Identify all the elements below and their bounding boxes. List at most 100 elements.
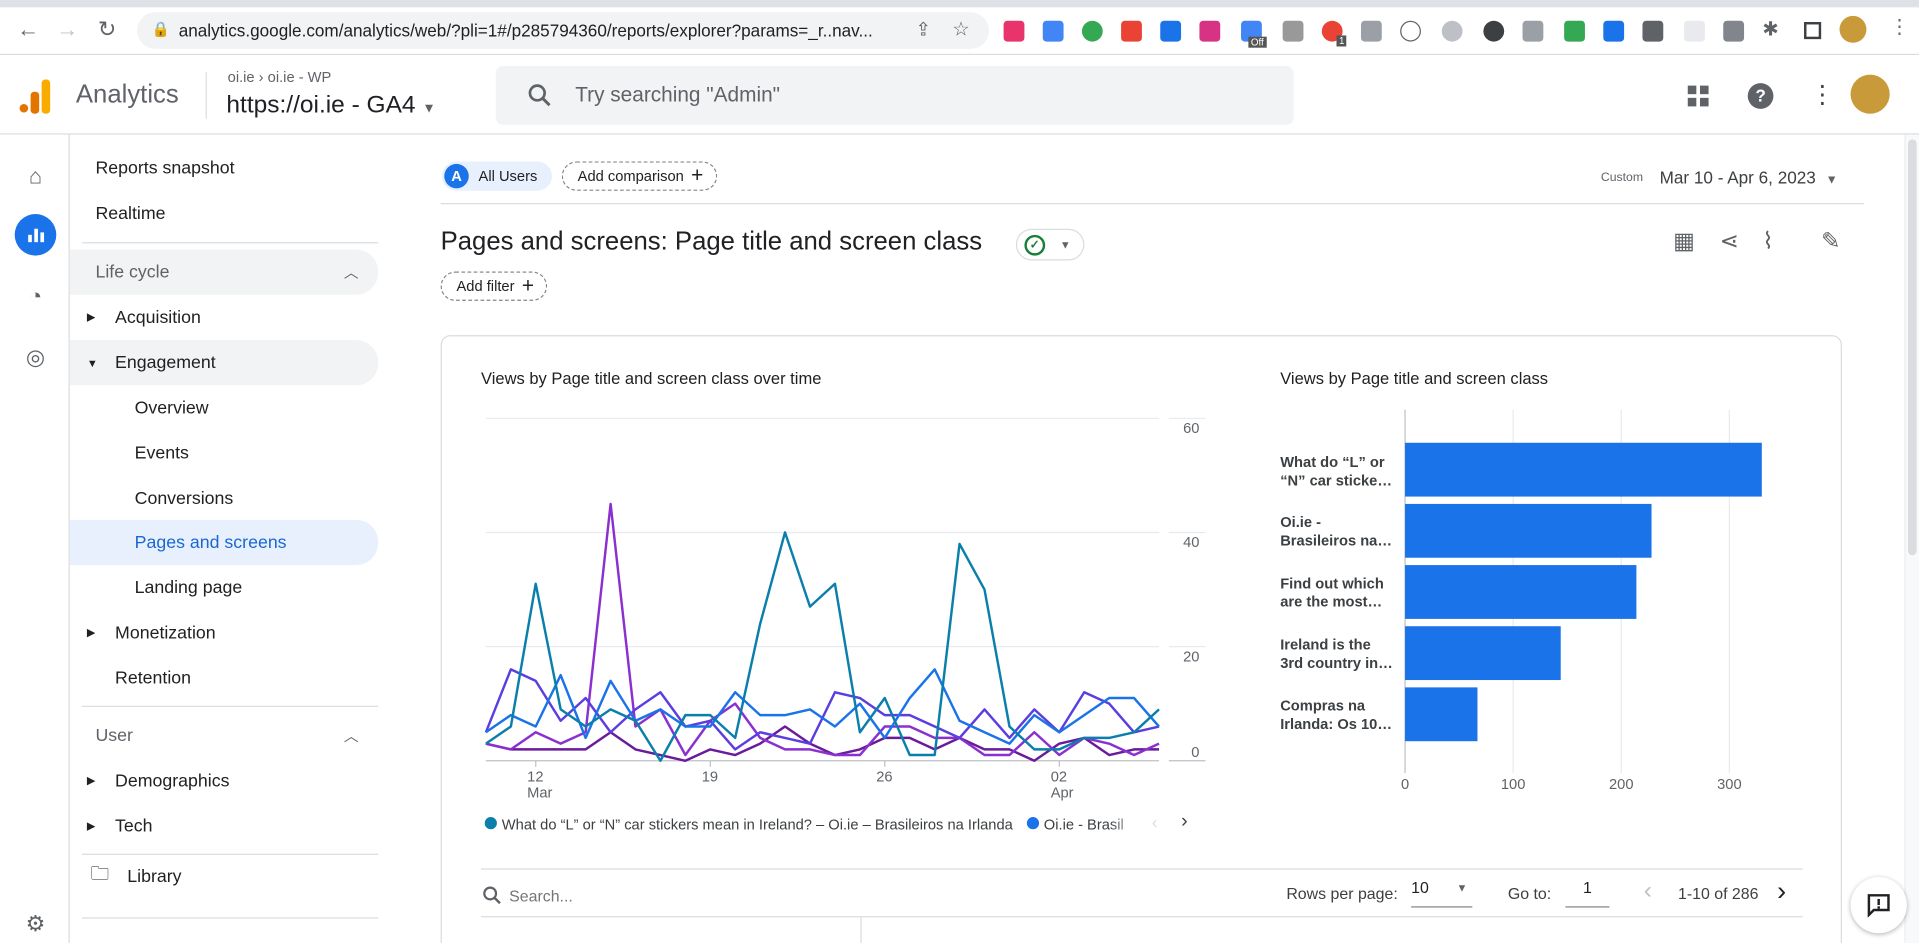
sidebar-item-retention[interactable]: Retention <box>70 656 378 701</box>
edit-pencil-icon[interactable]: ✎ <box>1821 228 1841 255</box>
sidebar-item-demographics[interactable]: ▶ Demographics <box>70 758 378 803</box>
extension-icon[interactable] <box>1081 20 1103 42</box>
settings-gear-icon[interactable]: ⚙ <box>25 910 46 936</box>
divider <box>440 203 1864 205</box>
extension-icon[interactable] <box>1360 20 1382 42</box>
customize-report-icon[interactable]: ▦ <box>1673 228 1696 255</box>
apps-grid-icon[interactable] <box>1687 84 1711 108</box>
legend-label: What do “L” or “N” car stickers mean in … <box>501 815 1013 833</box>
extension-icon[interactable] <box>1441 20 1463 42</box>
caret-right-icon: ▶ <box>86 626 96 639</box>
sidebar-item-overview[interactable]: Overview <box>70 385 378 430</box>
sidebar-item-label: Pages and screens <box>134 532 287 553</box>
legend-fade <box>1108 813 1146 838</box>
sidebar-item-monetization[interactable]: ▶ Monetization <box>70 610 378 655</box>
bookmark-star-icon[interactable]: ☆ <box>952 19 970 41</box>
sidebar-item-conversions[interactable]: Conversions <box>70 476 378 521</box>
sidebar-item-tech[interactable]: ▶ Tech <box>70 804 378 849</box>
sidebar-item-acquisition[interactable]: ▶ Acquisition <box>70 295 378 340</box>
sidebar-item-realtime[interactable]: Realtime <box>70 191 378 236</box>
extension-icon[interactable] <box>1564 20 1585 42</box>
reload-icon[interactable]: ↻ <box>97 17 117 42</box>
rows-per-page-select[interactable]: 10 ▼ <box>1411 878 1473 908</box>
extension-icon[interactable] <box>1160 20 1182 42</box>
prev-page-icon[interactable]: ‹ <box>1643 876 1652 904</box>
extension-icon[interactable] <box>1003 20 1025 42</box>
feedback-button[interactable] <box>1850 876 1907 934</box>
advertising-icon[interactable]: ◎ <box>25 344 46 369</box>
extension-icon[interactable] <box>1483 20 1505 42</box>
profile-avatar[interactable] <box>1839 15 1867 43</box>
goto-label: Go to: <box>1507 884 1552 903</box>
address-bar[interactable]: 🔒 analytics.google.com/analytics/web/?pl… <box>137 12 989 49</box>
extension-icon[interactable] <box>1522 20 1544 42</box>
table-search-input[interactable] <box>509 883 877 908</box>
caret-right-icon: ▶ <box>86 819 96 832</box>
share-icon[interactable]: ⇪ <box>915 19 931 41</box>
page-scrollbar[interactable] <box>1904 134 1919 943</box>
y-tick-label: 0 <box>1191 745 1199 761</box>
more-vert-icon[interactable]: ⋮ <box>1810 81 1835 109</box>
sidebar-item-reports-snapshot[interactable]: Reports snapshot <box>70 146 378 191</box>
date-range-label: Custom <box>1600 171 1644 185</box>
goto-page-input[interactable]: 1 <box>1565 878 1610 908</box>
date-range-picker[interactable]: Mar 10 - Apr 6, 2023 ▼ <box>1660 168 1838 188</box>
extensions-puzzle-icon[interactable]: ✱ <box>1762 19 1779 41</box>
legend-item[interactable]: What do “L” or “N” car stickers mean in … <box>484 815 1013 833</box>
help-icon[interactable]: ? <box>1747 83 1774 109</box>
rows-per-page-label: Rows per page: <box>1286 884 1398 903</box>
legend-item[interactable]: Oi.ie - Brasil <box>1026 816 1124 833</box>
extension-icon[interactable] <box>1603 20 1625 42</box>
caret-right-icon: ▶ <box>86 774 96 787</box>
section-lifecycle[interactable]: Life cycle ︿ <box>69 249 379 295</box>
account-breadcrumb[interactable]: oi.ie › oi.ie - WP <box>228 68 332 85</box>
extension-icon[interactable] <box>1400 20 1421 42</box>
search-icon <box>528 84 551 107</box>
next-page-icon[interactable]: › <box>1777 875 1787 907</box>
reports-icon[interactable] <box>14 214 57 256</box>
segment-chip-all-users[interactable]: A All Users <box>441 161 552 191</box>
sidebar-item-events[interactable]: Events <box>70 431 378 476</box>
sidebar-item-library[interactable]: 🗀 Library <box>70 854 378 899</box>
property-selector[interactable]: https://oi.ie - GA4 ▼ <box>226 92 435 120</box>
extension-icon[interactable] <box>1199 20 1221 42</box>
side-panel-icon[interactable] <box>1804 22 1822 40</box>
explore-icon[interactable]: ◔ <box>28 283 43 308</box>
extension-icon[interactable] <box>1241 20 1262 42</box>
add-filter-button[interactable]: Add filter + <box>440 271 548 301</box>
series-line-1 <box>485 531 1160 762</box>
extension-icon[interactable] <box>1282 20 1304 42</box>
extension-icon[interactable] <box>1723 20 1745 42</box>
x-tick-label: 12 <box>527 770 543 786</box>
user-avatar[interactable] <box>1850 74 1890 114</box>
scrollbar-thumb[interactable] <box>1908 139 1917 556</box>
line-chart-legend: What do “L” or “N” car stickers mean in … <box>484 815 1146 838</box>
y-tick-label: 20 <box>1183 649 1199 665</box>
report-status-button[interactable]: ✓ ▼ <box>1015 228 1085 261</box>
chevron-up-icon: ︿ <box>343 727 359 745</box>
sidebar-item-label: Library <box>127 866 182 887</box>
caret-down-icon: ▼ <box>1456 881 1468 895</box>
back-icon[interactable]: ← <box>17 17 40 42</box>
sidebar-item-landing-page[interactable]: Landing page <box>70 565 378 610</box>
extension-icon[interactable] <box>1121 20 1142 42</box>
extension-icon[interactable] <box>1042 20 1064 42</box>
insights-icon[interactable]: ⌇ <box>1762 228 1774 255</box>
home-icon[interactable]: ⌂ <box>28 163 43 188</box>
x-tick-sublabel: Mar <box>527 785 552 801</box>
share-icon[interactable]: ⋖ <box>1719 228 1740 255</box>
forward-icon[interactable]: → <box>56 17 79 42</box>
analytics-logo <box>19 79 52 114</box>
section-user[interactable]: User ︿ <box>70 713 378 758</box>
legend-prev-icon[interactable]: ‹ <box>1151 812 1158 832</box>
sidebar-item-label: Engagement <box>115 352 216 373</box>
browser-menu-icon[interactable]: ⋮ <box>1889 17 1910 38</box>
divider <box>82 242 379 244</box>
sidebar-item-engagement[interactable]: ▼ Engagement <box>69 340 379 386</box>
extension-icon[interactable] <box>1642 20 1664 42</box>
search-box[interactable]: Try searching "Admin" <box>495 66 1294 125</box>
add-comparison-button[interactable]: Add comparison + <box>561 161 717 191</box>
legend-next-icon[interactable]: › <box>1181 810 1188 832</box>
extension-icon[interactable] <box>1684 20 1705 42</box>
sidebar-item-pages-and-screens[interactable]: Pages and screens <box>69 519 379 566</box>
